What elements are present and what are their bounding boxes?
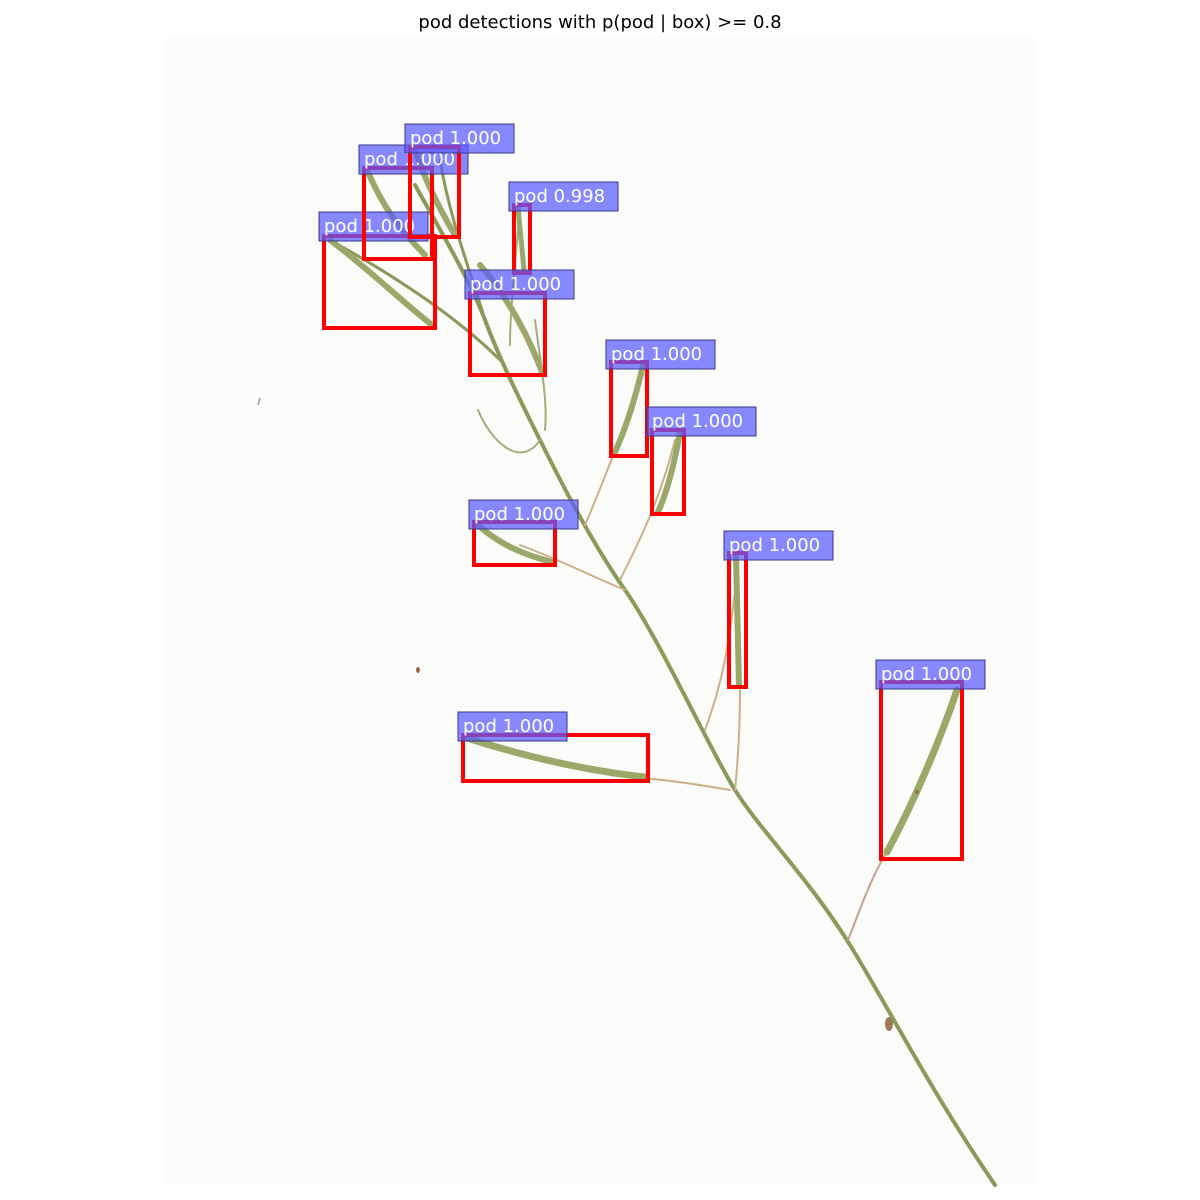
detection-label: pod 1.000 bbox=[474, 504, 565, 525]
detection-label: pod 1.000 bbox=[881, 664, 972, 685]
pod bbox=[883, 686, 961, 856]
detection-4: pod 0.998 bbox=[508, 181, 619, 275]
pedicel-right-long bbox=[704, 559, 739, 731]
debris bbox=[257, 397, 919, 1031]
label-background bbox=[605, 339, 716, 370]
detection-7: pod 1.000 bbox=[646, 406, 757, 516]
label-background bbox=[508, 181, 619, 212]
detection-label: pod 1.000 bbox=[470, 274, 561, 295]
pedicel-lower bbox=[734, 689, 741, 791]
pod bbox=[475, 522, 555, 565]
pedicel-bottom-right bbox=[847, 854, 886, 941]
branch-stem-left-mid bbox=[477, 409, 541, 454]
seed-pods bbox=[327, 147, 961, 856]
label-background bbox=[457, 711, 568, 742]
pod bbox=[463, 734, 649, 781]
detection-label: pod 1.000 bbox=[652, 411, 743, 432]
pedicel-right-mid bbox=[619, 439, 676, 581]
detection-10: pod 1.000 bbox=[457, 711, 650, 783]
pod bbox=[515, 205, 527, 273]
detection-5: pod 1.000 bbox=[464, 269, 575, 377]
pedicel-left-low bbox=[519, 544, 626, 591]
main-stem bbox=[413, 183, 997, 1187]
detection-label: pod 1.000 bbox=[410, 128, 501, 149]
figure-title: pod detections with p(pod | box) >= 0.8 bbox=[418, 12, 782, 33]
label-background bbox=[875, 659, 986, 690]
plant-stems bbox=[328, 158, 997, 1187]
detections: pod 1.000 pod 1.000 pod 1.000 pod 0.998 bbox=[318, 123, 986, 861]
detection-label: pod 1.000 bbox=[324, 216, 415, 237]
label-background bbox=[723, 530, 834, 561]
label-background bbox=[464, 269, 575, 300]
speck bbox=[915, 790, 919, 794]
branch-stem-upper-left bbox=[328, 238, 502, 362]
detection-label: pod 1.000 bbox=[611, 344, 702, 365]
speck bbox=[885, 1017, 893, 1031]
detection-label: pod 1.000 bbox=[463, 716, 554, 737]
label-background bbox=[646, 406, 757, 437]
pod bbox=[327, 237, 435, 328]
pod bbox=[655, 429, 683, 515]
plant-image-background bbox=[163, 38, 1037, 1185]
detection-9: pod 1.000 bbox=[723, 530, 834, 689]
pod bbox=[733, 552, 742, 689]
pedicel-bottom-left bbox=[639, 777, 731, 791]
speck bbox=[257, 397, 261, 406]
speck bbox=[416, 667, 420, 673]
pod bbox=[612, 362, 646, 455]
detection-11: pod 1.000 bbox=[875, 659, 986, 861]
detection-3: pod 1.000 bbox=[404, 123, 515, 239]
branch-stem-top bbox=[438, 158, 487, 322]
label-background bbox=[404, 123, 515, 154]
detection-label: pod 0.998 bbox=[514, 186, 605, 207]
detection-label: pod 1.000 bbox=[729, 535, 820, 556]
detection-6: pod 1.000 bbox=[605, 339, 716, 458]
branch-stem-short bbox=[534, 319, 547, 431]
label-background bbox=[468, 499, 579, 530]
detection-8: pod 1.000 bbox=[468, 499, 579, 567]
